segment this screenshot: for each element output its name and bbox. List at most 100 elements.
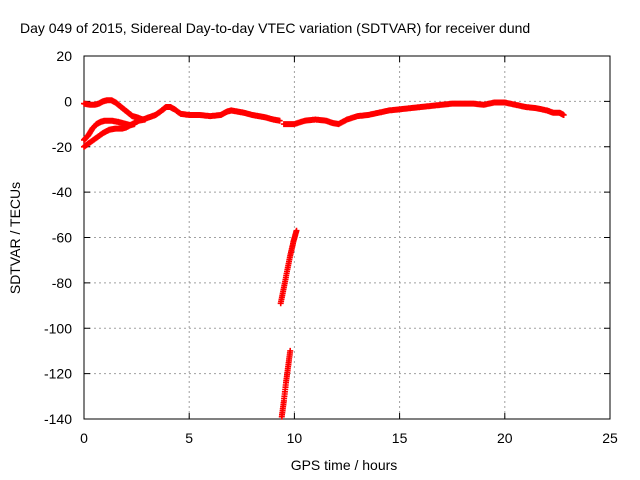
y-tick-label: -20 (52, 139, 72, 155)
data-point (558, 111, 561, 114)
data-point (103, 119, 107, 122)
data-point (82, 138, 86, 142)
series-markers (277, 227, 300, 307)
data-point (337, 122, 340, 126)
data-point (118, 104, 122, 108)
data-point (295, 229, 298, 232)
y-tick-label: -40 (52, 184, 72, 200)
series-track-lower (81, 116, 148, 150)
data-point (209, 114, 212, 118)
data-point (105, 99, 109, 102)
x-tick-label: 15 (392, 430, 408, 446)
data-point (93, 103, 96, 107)
series-track-right (280, 99, 567, 128)
x-tick-label: 10 (287, 430, 303, 446)
x-tick-label: 20 (497, 430, 513, 446)
data-point (131, 114, 134, 118)
data-point (236, 110, 239, 113)
data-point (293, 122, 296, 126)
data-point (282, 122, 286, 126)
y-tick-label: -100 (44, 320, 72, 336)
data-point (272, 118, 275, 121)
chart-title: Day 049 of 2015, Sidereal Day-to-day VTE… (20, 20, 530, 36)
data-point (131, 122, 134, 126)
data-point (114, 101, 117, 104)
data-point (219, 113, 222, 117)
data-point (108, 128, 111, 131)
data-point (251, 113, 254, 117)
data-point (524, 105, 527, 109)
data-point (99, 120, 103, 124)
data-point (110, 99, 113, 102)
data-point (545, 109, 549, 112)
y-tick-label: -120 (44, 366, 72, 382)
data-point (503, 101, 506, 104)
data-point (148, 116, 151, 119)
data-point (122, 108, 126, 111)
data-point (225, 110, 229, 113)
y-tick-label: -140 (44, 411, 72, 427)
series-drop-lower (278, 347, 294, 420)
data-point (482, 103, 485, 107)
data-point (324, 119, 328, 122)
data-point (451, 102, 454, 105)
data-point (124, 126, 128, 129)
data-point (160, 109, 163, 112)
data-point (91, 127, 94, 130)
data-point (289, 254, 292, 257)
data-point (263, 116, 267, 119)
data-point (114, 127, 117, 130)
data-point (120, 121, 124, 125)
data-point (169, 105, 172, 109)
series-track-loop (81, 117, 138, 143)
series-drop-upper (277, 227, 300, 307)
data-point (154, 113, 157, 117)
data-point (430, 104, 433, 108)
data-point (164, 105, 168, 109)
data-point (292, 240, 295, 244)
data-point (97, 102, 100, 105)
data-point (282, 286, 286, 289)
x-tick-label: 25 (602, 430, 618, 446)
data-point (173, 108, 176, 111)
data-point (143, 118, 147, 121)
data-point (562, 113, 565, 117)
data-point (101, 131, 105, 135)
y-tick-label: -60 (52, 230, 72, 246)
data-point (257, 114, 260, 118)
data-point (87, 134, 90, 137)
data-point (472, 102, 475, 105)
data-point (127, 111, 130, 114)
axis-ticks: 0 5 10 15 20 25 20 0 -20 -40 -60 -80 -100 -120 -140 (44, 48, 618, 446)
data-point (179, 112, 182, 116)
data-point (345, 118, 349, 121)
data-point (137, 119, 140, 122)
data-point (314, 118, 317, 121)
data-point (535, 107, 538, 110)
y-tick-label: 0 (64, 93, 72, 109)
data-point (116, 120, 119, 124)
data-point (230, 109, 233, 112)
data-point (514, 103, 517, 107)
data-point (289, 349, 292, 353)
data-point (120, 127, 124, 130)
data-point (493, 101, 496, 104)
data-point (101, 100, 105, 103)
data-point (303, 119, 307, 122)
data-point (95, 122, 98, 126)
series-markers (280, 99, 567, 128)
x-tick-label: 5 (185, 430, 193, 446)
data-point (440, 103, 443, 107)
data-point (356, 114, 359, 118)
data-point (387, 109, 391, 112)
series-track-upper (81, 97, 283, 124)
data-point (242, 111, 246, 114)
data-point (377, 111, 380, 114)
data-point (95, 136, 98, 139)
data-point (419, 105, 422, 109)
y-tick-label: -80 (52, 275, 72, 291)
data-point (285, 270, 289, 273)
data-point (110, 119, 113, 122)
data-point (398, 108, 401, 111)
